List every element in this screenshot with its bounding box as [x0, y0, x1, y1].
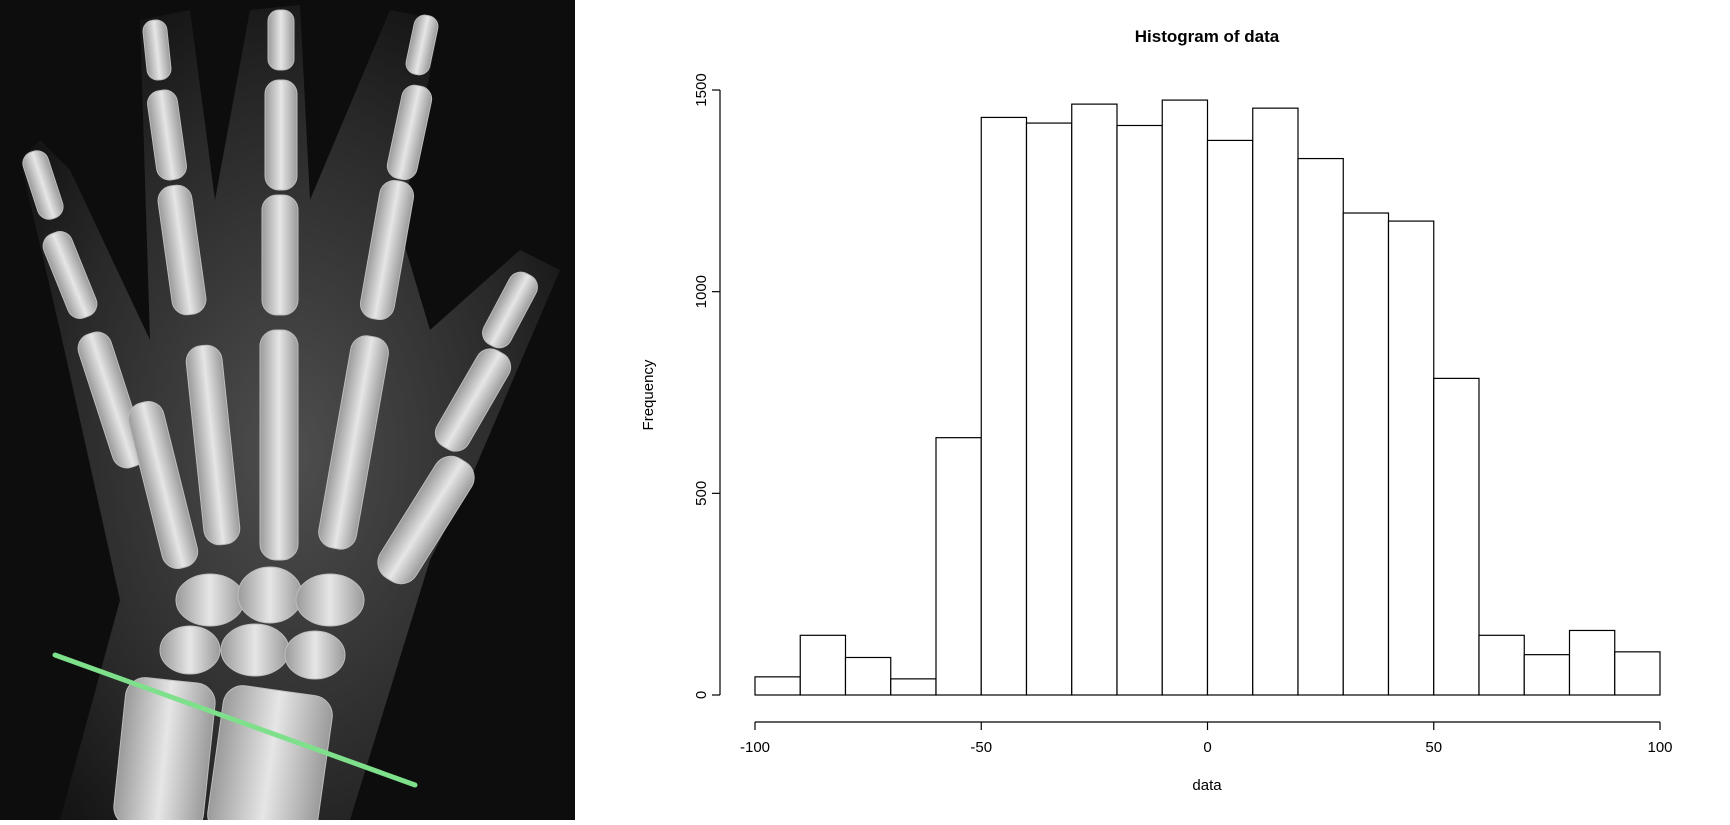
hand-xray-image	[0, 0, 575, 825]
histogram-bar	[1025, 122, 1073, 696]
histogram-bar	[1478, 634, 1525, 696]
x-tick-label: -50	[970, 739, 992, 756]
histogram-bar	[1568, 629, 1616, 696]
histogram-bar	[890, 678, 937, 696]
x-tick-label: -100	[740, 739, 770, 756]
x-tick-label: 50	[1425, 739, 1442, 756]
histogram-bar	[1523, 654, 1571, 696]
y-axis-label: Frequency	[640, 359, 657, 430]
histogram-bar	[844, 656, 892, 696]
histogram-bar	[1297, 157, 1344, 696]
histogram-bar	[1342, 212, 1390, 696]
y-tick-label: 500	[693, 481, 710, 506]
x-axis: -100 -50 0 50 100	[740, 721, 1673, 756]
histogram-bar	[1206, 139, 1254, 696]
hand-xray-illustration	[0, 0, 575, 825]
marker-line	[52, 652, 418, 788]
x-tick-label: 100	[1647, 739, 1672, 756]
histogram-bars	[754, 99, 1661, 696]
histogram-bar	[980, 116, 1028, 696]
histogram-bar	[799, 634, 847, 696]
y-axis: 0 500 1000 1500	[693, 73, 721, 699]
histogram-bar	[1387, 220, 1435, 696]
histogram-bar	[1161, 99, 1209, 696]
histogram-bar	[1433, 377, 1480, 696]
chart-title: Histogram of data	[1135, 27, 1280, 46]
histogram-bar	[1252, 107, 1299, 696]
finger-bones	[22, 9, 538, 825]
histogram-bar	[935, 437, 982, 696]
histogram-chart: Histogram of data -100 -50 0 50 100 0 500 1000…	[640, 27, 1673, 794]
y-tick-label: 1000	[693, 275, 710, 308]
y-tick-label: 1500	[693, 73, 710, 106]
histogram-bar	[1614, 651, 1661, 696]
histogram-bar	[1071, 103, 1118, 696]
x-tick-label: 0	[1203, 739, 1211, 756]
histogram-bar	[1116, 124, 1163, 696]
y-tick-label: 0	[693, 691, 710, 699]
histogram-panel: Histogram of data -100 -50 0 50 100 0 500 1000…	[575, 0, 1730, 820]
histogram-bar	[754, 676, 801, 696]
x-axis-label: data	[1192, 777, 1222, 794]
